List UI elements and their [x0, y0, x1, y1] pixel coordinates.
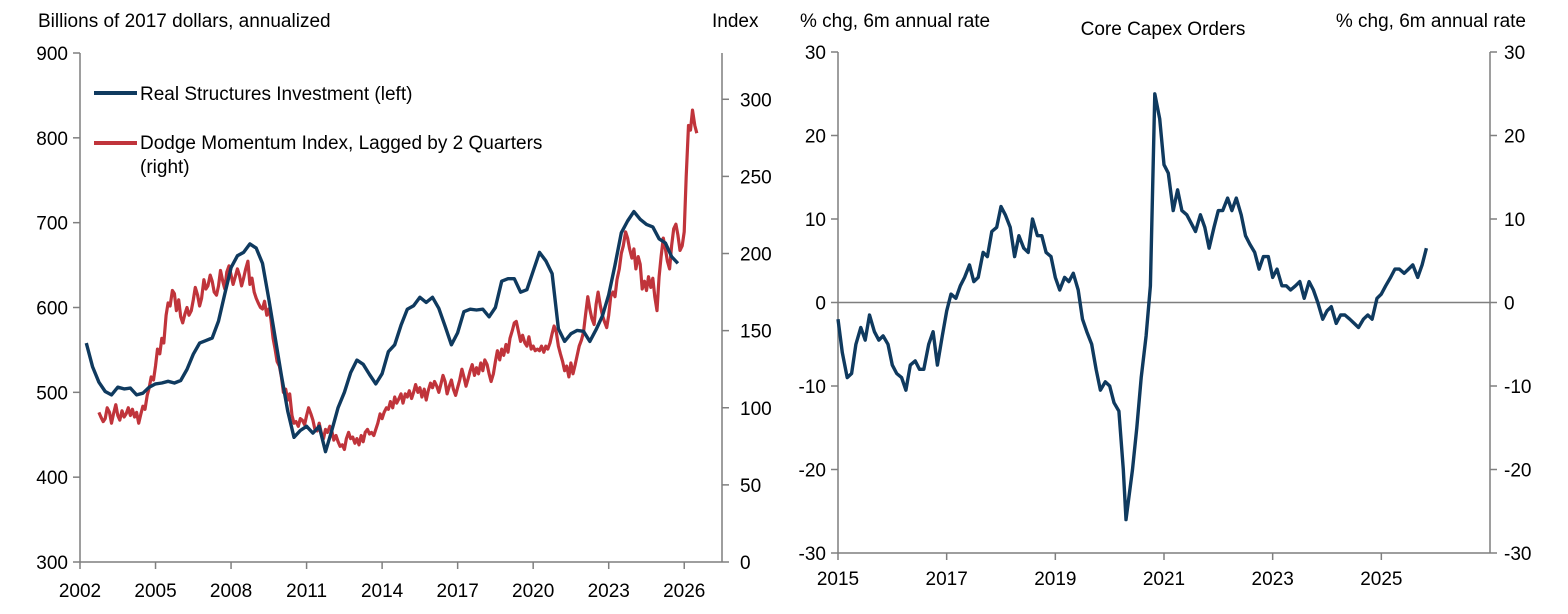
right-y-tick-label: -10: [1504, 377, 1531, 398]
right-y-tick-label: 150: [740, 322, 772, 343]
left-y-tick-label: 800: [36, 129, 68, 150]
left-y-tick-label: 30: [805, 43, 826, 64]
legend-label-dodge: Dodge Momentum Index, Lagged by 2 Quarte…: [140, 133, 542, 154]
right-y-tick-label: 50: [740, 476, 761, 497]
left-y-tick-label: 300: [36, 553, 68, 574]
left-y-tick-label: -30: [799, 544, 826, 565]
right-y-tick-label: 20: [1504, 127, 1525, 148]
right-y-tick-label: 250: [740, 167, 772, 188]
x-tick-label: 2019: [1034, 569, 1076, 590]
right-y-tick-label: -20: [1504, 461, 1531, 482]
series-line-core-capex: [836, 92, 1429, 522]
left-y-tick-label: 400: [36, 468, 68, 489]
x-tick-label: 2014: [361, 581, 404, 602]
series-line-dodge-momentum: [97, 108, 699, 451]
right-axis-label: % chg, 6m annual rate: [1336, 11, 1526, 32]
x-tick-label: 2020: [512, 581, 554, 602]
left-y-tick-label: -20: [799, 461, 826, 482]
x-tick-label: 2005: [134, 581, 176, 602]
right-axis-label: Index: [712, 11, 759, 32]
x-tick-label: 2017: [437, 581, 479, 602]
left-chart: 300 400 500 600 700 800 900 0 50 100 150 200 250 300 2…: [36, 11, 771, 602]
right-y-tick-label: 100: [740, 399, 772, 420]
right-chart: -30 -30 -20 -20 -10 -10 0 0 10 10 20 20 30 30 2015 2017…: [799, 11, 1532, 590]
x-tick-label: 2023: [1252, 569, 1294, 590]
chart-title: Core Capex Orders: [1081, 19, 1246, 40]
x-tick-label: 2002: [59, 581, 101, 602]
series-line-structures-investment: [84, 209, 680, 454]
x-tick-label: 2017: [926, 569, 968, 590]
right-y-tick-label: 10: [1504, 210, 1525, 231]
left-y-tick-label: 10: [805, 210, 826, 231]
x-tick-label: 2023: [588, 581, 630, 602]
legend-label-structures: Real Structures Investment (left): [140, 84, 412, 105]
right-y-tick-label: 0: [740, 553, 751, 574]
left-y-tick-label: 20: [805, 127, 826, 148]
right-y-tick-label: -30: [1504, 544, 1531, 565]
x-tick-label: 2021: [1143, 569, 1185, 590]
x-tick-label: 2011: [286, 581, 327, 602]
legend-label-dodge-cont: (right): [140, 157, 190, 178]
right-y-tick-label: 0: [1504, 294, 1515, 315]
left-axis-label: Billions of 2017 dollars, annualized: [38, 11, 331, 32]
right-y-tick-label: 200: [740, 245, 772, 266]
left-y-tick-label: 500: [36, 383, 68, 404]
x-tick-label: 2008: [210, 581, 252, 602]
left-y-tick-label: 700: [36, 214, 68, 235]
left-y-tick-label: 900: [36, 44, 68, 65]
x-tick-label: 2015: [817, 569, 859, 590]
right-y-tick-label: 30: [1504, 43, 1525, 64]
x-tick-label: 2025: [1360, 569, 1402, 590]
left-y-tick-label: 0: [815, 294, 826, 315]
right-y-tick-label: 300: [740, 90, 772, 111]
left-y-tick-label: 600: [36, 299, 68, 320]
x-tick-label: 2026: [663, 581, 705, 602]
left-axis-label: % chg, 6m annual rate: [800, 11, 990, 32]
left-y-tick-label: -10: [799, 377, 826, 398]
